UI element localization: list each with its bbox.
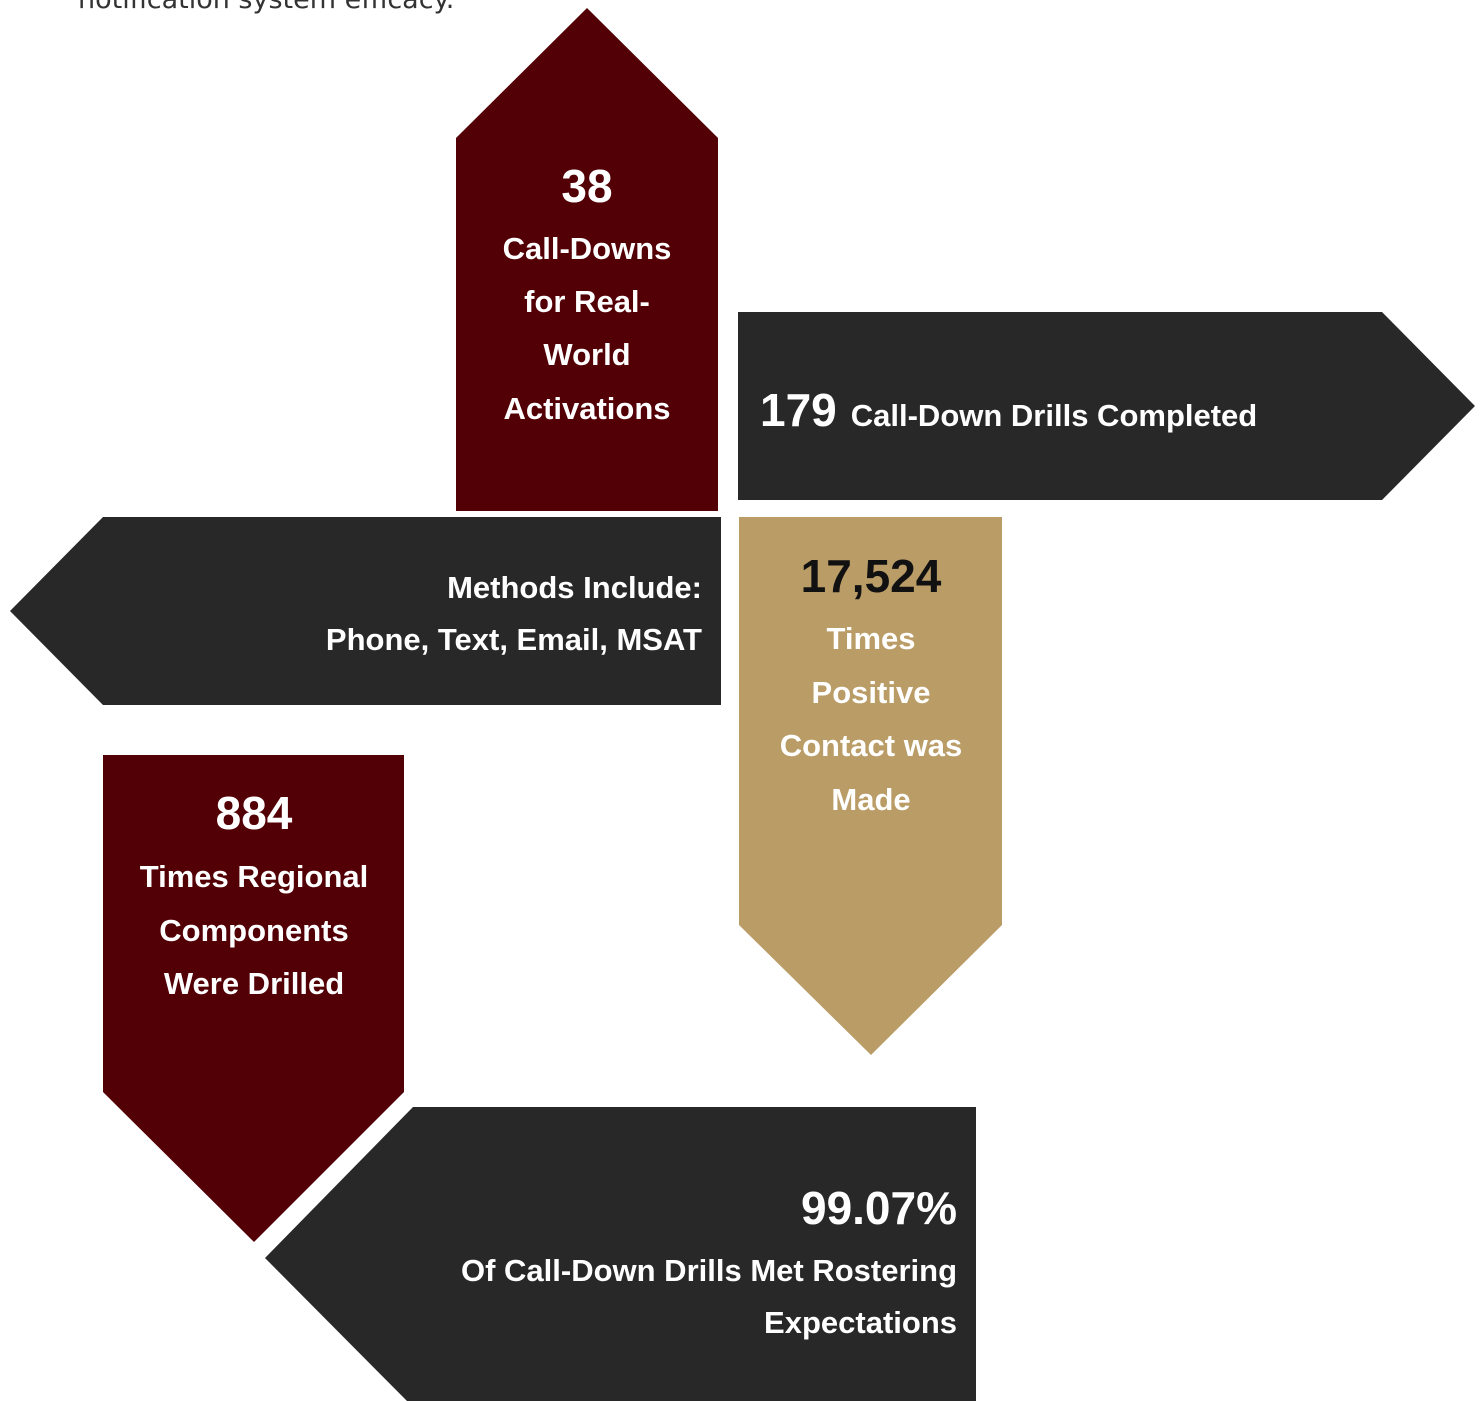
stat-text: Expectations: [764, 1305, 957, 1340]
stat-text: Contact was: [780, 728, 963, 763]
stat-number: 884: [216, 787, 293, 839]
intro-text: notification system efficacy.: [78, 0, 454, 15]
stat-text: Of Call-Down Drills Met Rostering: [461, 1253, 957, 1288]
stat-text: Methods Include:: [447, 570, 702, 605]
stat-text: Activations: [503, 391, 670, 426]
stat-text: Components: [159, 913, 348, 948]
stat-row: 179 Call-Down Drills Completed: [760, 384, 1257, 436]
stat-text: for Real-: [524, 284, 650, 319]
stat-text: Positive: [812, 675, 931, 710]
stat-text: Phone, Text, Email, MSAT: [326, 622, 702, 657]
down-arrow: [739, 517, 1002, 1055]
stat-text: Call-Down Drills Completed: [851, 398, 1257, 433]
stat-number: 17,524: [801, 550, 942, 602]
stat-text: World: [543, 337, 630, 372]
down-arrow: [103, 755, 404, 1242]
up-arrow: [456, 8, 718, 511]
stat-text: Made: [831, 782, 910, 817]
stat-number: 179: [760, 384, 837, 436]
stat-text: Were Drilled: [164, 966, 344, 1001]
left-arrow: [265, 1107, 976, 1401]
stat-text: Times: [826, 621, 915, 656]
left-arrow: [10, 517, 721, 705]
stat-number: 99.07%: [801, 1182, 957, 1234]
stat-number: 38: [561, 160, 612, 212]
stat-text: Times Regional: [140, 859, 369, 894]
stat-text: Call-Downs: [503, 231, 672, 266]
right-arrow: [738, 312, 1475, 500]
